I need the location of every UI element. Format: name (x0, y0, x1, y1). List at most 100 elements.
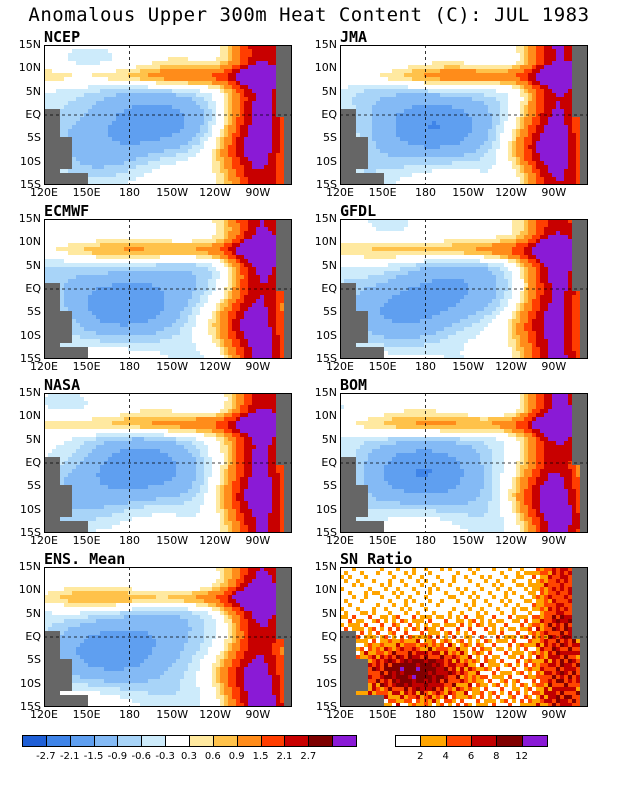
grid-cell (372, 57, 377, 62)
grid-cell (440, 165, 445, 170)
grid-cell (160, 81, 165, 86)
grid-cell (108, 307, 113, 312)
grid-cell (48, 255, 53, 260)
grid-cell (112, 219, 117, 224)
grid-cell (68, 331, 73, 336)
grid-cell (352, 149, 357, 154)
grid-cell (356, 125, 361, 130)
grid-cell (64, 271, 69, 276)
grid-cell (480, 89, 485, 94)
grid-cell (244, 165, 249, 170)
grid-cell (472, 61, 477, 66)
grid-cell (548, 77, 553, 82)
grid-cell (92, 161, 97, 166)
grid-cell (252, 177, 257, 182)
grid-cell (408, 101, 413, 106)
grid-cell (80, 267, 85, 272)
grid-cell (236, 57, 241, 62)
grid-cell (76, 307, 81, 312)
grid-cell (400, 173, 405, 178)
grid-cell (396, 73, 401, 78)
grid-cell (112, 177, 117, 182)
grid-cell (368, 109, 373, 114)
grid-cell (248, 89, 253, 94)
grid-cell (148, 173, 153, 178)
grid-cell (72, 259, 77, 264)
grid-cell (60, 255, 65, 260)
grid-cell (160, 65, 165, 70)
grid-cell (92, 89, 97, 94)
grid-cell (348, 77, 353, 82)
grid-cell (132, 133, 137, 138)
grid-cell (408, 117, 413, 122)
grid-cell (420, 93, 425, 98)
grid-cell (376, 149, 381, 154)
grid-cell (520, 69, 525, 74)
grid-cell (440, 93, 445, 98)
grid-cell (124, 141, 129, 146)
grid-cell (416, 69, 421, 74)
grid-cell (244, 133, 249, 138)
grid-cell (248, 121, 253, 126)
grid-cell (512, 137, 517, 142)
grid-cell (156, 65, 161, 70)
grid-cell (456, 181, 461, 185)
grid-cell (96, 65, 101, 70)
grid-cell (160, 89, 165, 94)
grid-cell (568, 77, 573, 82)
grid-cell (568, 105, 573, 110)
grid-cell (556, 89, 561, 94)
grid-cell (80, 279, 85, 284)
grid-cell (376, 45, 381, 50)
grid-cell (284, 49, 289, 54)
grid-cell (512, 105, 517, 110)
grid-cell (532, 121, 537, 126)
grid-cell (96, 327, 101, 332)
grid-cell (516, 81, 521, 86)
grid-cell (208, 133, 213, 138)
grid-cell (436, 101, 441, 106)
grid-cell (356, 173, 361, 178)
grid-cell (520, 101, 525, 106)
grid-cell (244, 53, 249, 58)
grid-cell (108, 235, 113, 240)
grid-cell (52, 173, 57, 178)
grid-cell (228, 73, 233, 78)
grid-cell (216, 157, 221, 162)
grid-cell (452, 53, 457, 58)
grid-cell (584, 89, 588, 94)
grid-cell (68, 121, 73, 126)
grid-cell (96, 165, 101, 170)
grid-cell (556, 165, 561, 170)
grid-cell (52, 137, 57, 142)
grid-cell (280, 121, 285, 126)
grid-cell (480, 133, 485, 138)
grid-cell (56, 295, 61, 300)
grid-cell (376, 177, 381, 182)
grid-cell (260, 49, 265, 54)
grid-cell (360, 81, 365, 86)
grid-cell (76, 227, 81, 232)
grid-cell (80, 161, 85, 166)
grid-cell (400, 165, 405, 170)
grid-cell (196, 133, 201, 138)
grid-cell (428, 145, 433, 150)
grid-cell (72, 319, 77, 324)
grid-cell (536, 173, 541, 178)
grid-cell (516, 45, 521, 50)
grid-cell (496, 153, 501, 158)
grid-cell (480, 117, 485, 122)
grid-cell (168, 101, 173, 106)
grid-cell (132, 93, 137, 98)
grid-cell (60, 279, 65, 284)
grid-cell (76, 157, 81, 162)
grid-cell (544, 73, 549, 78)
grid-cell (84, 243, 89, 248)
grid-cell (232, 73, 237, 78)
grid-cell (544, 121, 549, 126)
grid-cell (256, 89, 261, 94)
grid-cell (248, 85, 253, 90)
grid-cell (132, 89, 137, 94)
grid-cell (468, 89, 473, 94)
grid-cell (260, 73, 265, 78)
